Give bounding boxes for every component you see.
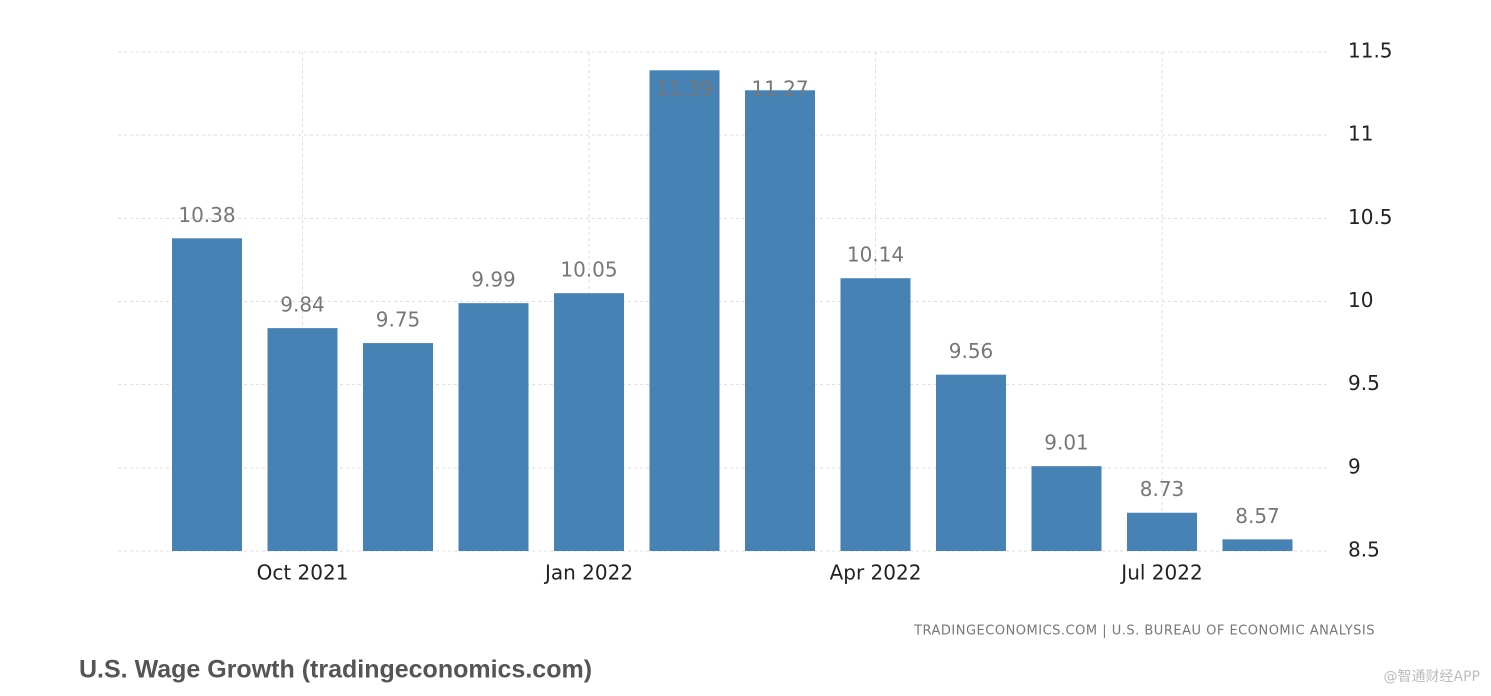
value-label: 11.27 <box>751 77 808 101</box>
bar <box>267 328 338 551</box>
bar <box>554 293 624 551</box>
watermark: @智通财经APP <box>1384 669 1480 685</box>
bar <box>1222 539 1293 551</box>
value-label: 9.84 <box>280 293 325 317</box>
value-label: 9.56 <box>949 339 994 363</box>
value-label: 10.14 <box>847 243 904 267</box>
bar <box>936 374 1006 551</box>
source-note: TRADINGECONOMICS.COM | U.S. BUREAU OF EC… <box>913 624 1375 639</box>
bar <box>172 238 242 551</box>
bar <box>363 343 433 551</box>
bar <box>1031 466 1102 551</box>
y-tick-label: 10 <box>1348 288 1373 312</box>
bar <box>1127 512 1197 551</box>
value-label: 9.01 <box>1044 431 1089 455</box>
y-tick-label: 8.5 <box>1348 538 1380 562</box>
value-label: 11.39 <box>656 77 713 101</box>
x-tick-label: Jul 2022 <box>1119 561 1202 585</box>
x-tick-label: Apr 2022 <box>830 561 922 585</box>
y-tick-label: 11.5 <box>1348 39 1393 63</box>
bar <box>458 303 529 551</box>
bar <box>840 278 911 551</box>
y-tick-label: 9 <box>1348 454 1361 478</box>
value-label: 8.57 <box>1235 504 1280 528</box>
y-tick-label: 10.5 <box>1348 205 1393 229</box>
bar <box>649 70 720 552</box>
value-label: 9.75 <box>376 308 421 332</box>
value-label: 10.38 <box>178 203 235 227</box>
y-tick-label: 11 <box>1348 122 1373 146</box>
caption: U.S. Wage Growth (tradingeconomics.com) <box>79 656 592 684</box>
x-tick-label: Oct 2021 <box>257 561 349 585</box>
bar <box>745 90 815 552</box>
x-tick-label: Jan 2022 <box>543 561 633 585</box>
value-label: 10.05 <box>560 258 617 282</box>
value-label: 8.73 <box>1140 477 1185 501</box>
y-tick-label: 9.5 <box>1348 371 1380 395</box>
value-label: 9.99 <box>471 268 516 292</box>
